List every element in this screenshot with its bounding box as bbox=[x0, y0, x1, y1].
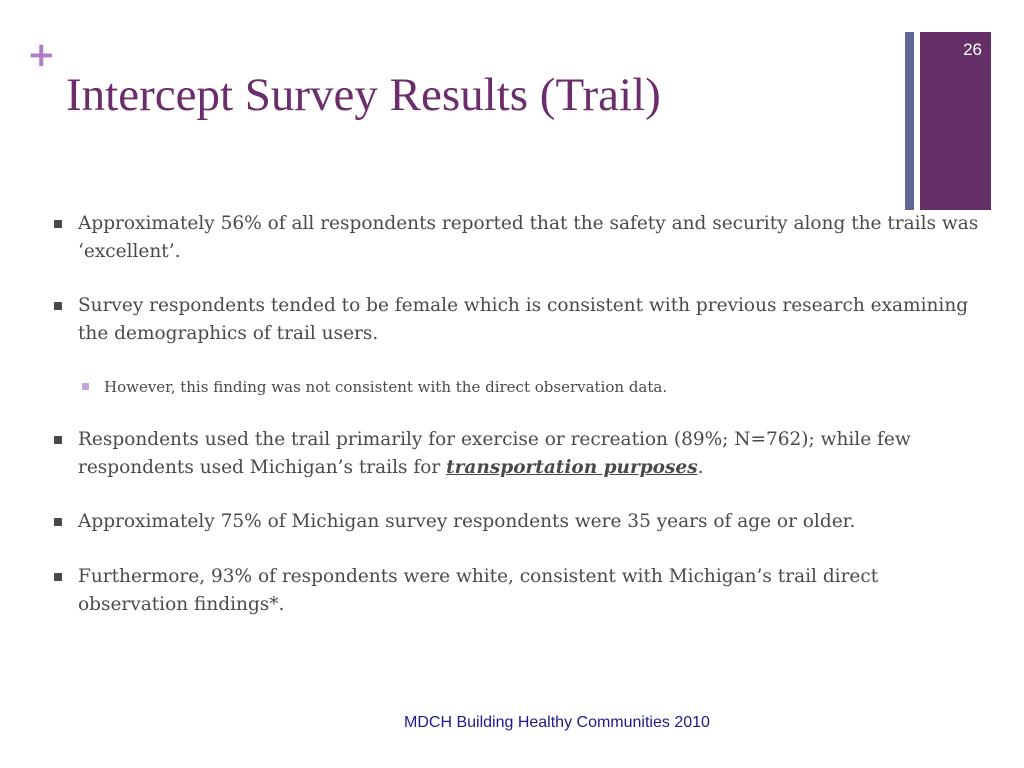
bullet-text-end: . bbox=[697, 457, 704, 478]
bullet-exercise: Respondents used the trail primarily for… bbox=[54, 426, 988, 482]
bullet-race: Furthermore, 93% of respondents were whi… bbox=[54, 563, 988, 619]
bullet-square-icon bbox=[54, 518, 62, 526]
accent-bar-wide bbox=[920, 32, 991, 210]
slide-title: Intercept Survey Results (Trail) bbox=[66, 69, 661, 121]
plus-icon: + bbox=[27, 35, 56, 75]
bullet-square-icon bbox=[54, 436, 62, 444]
bullet-text: Approximately 75% of Michigan survey res… bbox=[78, 511, 856, 532]
bullet-female: Survey respondents tended to be female w… bbox=[54, 292, 988, 348]
bullet-safety: Approximately 56% of all respondents rep… bbox=[54, 210, 988, 266]
footer-text: MDCH Building Healthy Communities 2010 bbox=[404, 714, 710, 731]
bullet-text: Survey respondents tended to be female w… bbox=[78, 295, 969, 344]
bullet-age: Approximately 75% of Michigan survey res… bbox=[54, 508, 988, 536]
accent-bar-thin bbox=[905, 32, 914, 210]
sub-bullet-observation: However, this finding was not consistent… bbox=[82, 377, 964, 397]
bullet-text: Approximately 56% of all respondents rep… bbox=[78, 213, 979, 262]
bullet-text: Furthermore, 93% of respondents were whi… bbox=[78, 566, 879, 615]
page-number: 26 bbox=[963, 40, 982, 59]
bullet-square-icon bbox=[54, 302, 62, 310]
sub-bullet-text: However, this finding was not consistent… bbox=[104, 378, 668, 396]
transportation-emphasis: transportation purposes bbox=[446, 457, 698, 478]
sub-bullet-square-icon bbox=[82, 383, 89, 390]
bullet-square-icon bbox=[54, 573, 62, 581]
bullet-square-icon bbox=[54, 220, 62, 228]
bullet-text: Respondents used the trail primarily for… bbox=[78, 429, 911, 478]
